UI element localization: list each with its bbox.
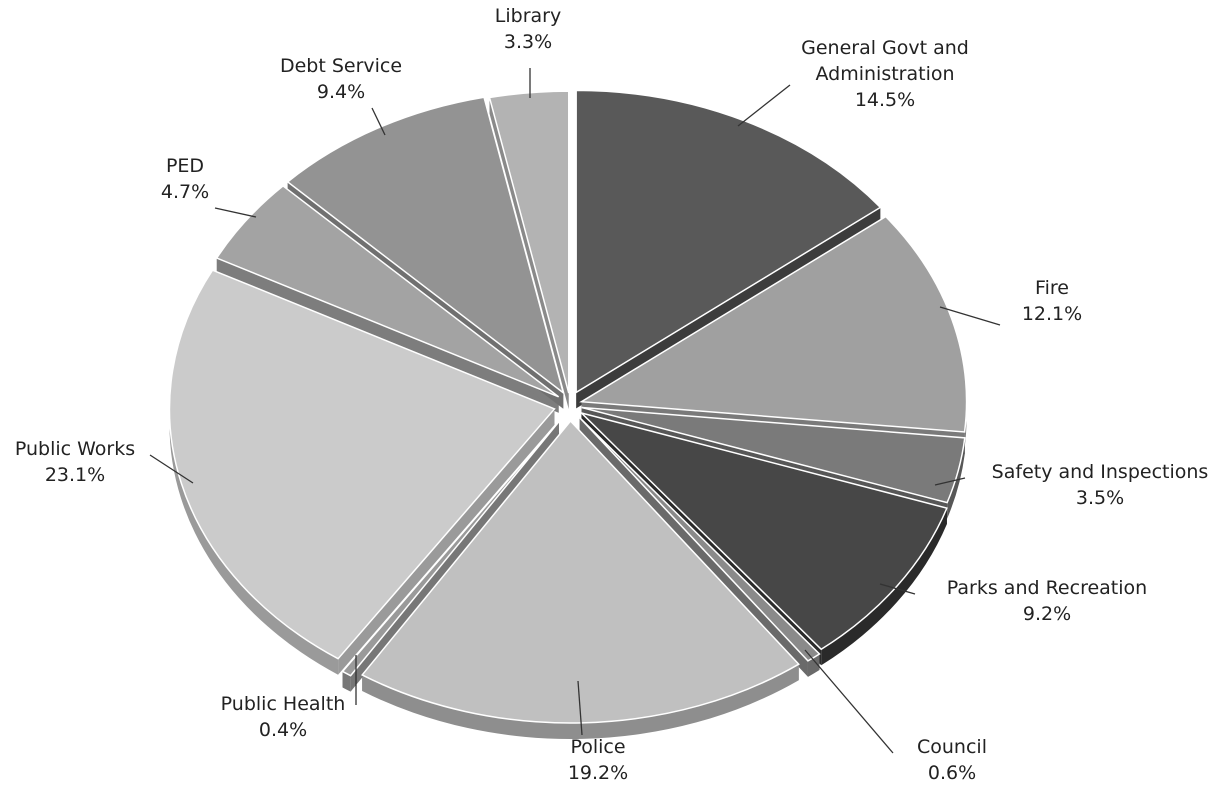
- slice-name-fire: Fire: [1035, 277, 1069, 299]
- slice-side-council-end: [579, 417, 808, 677]
- leader-line-ped: [214, 207, 257, 218]
- slice-value-council: 0.6%: [928, 762, 976, 784]
- slice-side-safety-and-inspections: [947, 437, 965, 519]
- slice-fire: [579, 215, 968, 433]
- leader-line-parks-and-recreation: [879, 583, 916, 595]
- slice-label-public-works: Public Works 23.1%: [15, 438, 135, 486]
- slice-side-public-works: [169, 408, 339, 675]
- slice-name-council: Council: [917, 736, 987, 758]
- slice-side-parks-and-recreation: [821, 508, 947, 666]
- slice-label-fire: Fire 12.1%: [1022, 277, 1082, 325]
- slice-value-public-health: 0.4%: [259, 719, 307, 741]
- slice-public-health: [341, 421, 560, 677]
- slice-side-police: [362, 664, 799, 739]
- leader-line-general-govt-and-administration: [737, 84, 791, 127]
- slice-name-public-health: Public Health: [221, 693, 346, 715]
- slice-ped: [215, 185, 560, 398]
- slice-labels: General Govt and Administration 14.5% Fire 1…: [15, 5, 1208, 784]
- slice-label-safety-and-inspections: Safety and Inspections 3.5%: [992, 461, 1209, 509]
- slice-value-police: 19.2%: [568, 762, 628, 784]
- slice-parks-and-recreation: [578, 411, 948, 651]
- slice-name-general-govt-and-administration: General Govt and: [801, 37, 969, 59]
- slice-value-ped: 4.7%: [161, 181, 209, 203]
- slice-label-ped: PED 4.7%: [161, 155, 209, 203]
- slice-label-parks-and-recreation: Parks and Recreation 9.2%: [947, 577, 1147, 625]
- leader-lines: [149, 68, 1001, 754]
- slice-name-police: Police: [570, 736, 625, 758]
- slice-label-public-health: Public Health 0.4%: [221, 693, 346, 741]
- slice-label-council: Council 0.6%: [917, 736, 987, 784]
- slice-side-library-start: [489, 97, 569, 410]
- slice-value-fire: 12.1%: [1022, 303, 1082, 325]
- slice-side-ped-start: [216, 258, 559, 413]
- slice-name-public-works: Public Works: [15, 438, 135, 460]
- slice-name-library: Library: [495, 5, 561, 27]
- slice-value-safety-and-inspections: 3.5%: [1076, 487, 1124, 509]
- slice-name-parks-and-recreation: Parks and Recreation: [947, 577, 1147, 599]
- slice-name-ped: PED: [166, 155, 204, 177]
- slice-police: [360, 419, 800, 724]
- slice-value-library: 3.3%: [504, 31, 552, 53]
- leader-line-fire: [939, 306, 1001, 326]
- slice-name-safety-and-inspections: Safety and Inspections: [992, 461, 1209, 483]
- pie-top-layer: [168, 89, 968, 724]
- slice-name-debt-service: Debt Service: [280, 55, 402, 77]
- leader-line-public-works: [149, 454, 194, 484]
- slice-value-debt-service: 9.4%: [317, 81, 365, 103]
- slice-public-works: [168, 269, 556, 660]
- leader-line-safety-and-inspections: [934, 477, 966, 486]
- slice-label-police: Police 19.2%: [568, 736, 628, 784]
- slice-label-general-govt-and-administration: General Govt and Administration 14.5%: [801, 37, 969, 111]
- slice-safety-and-inspections: [581, 406, 966, 504]
- leader-line-debt-service: [371, 107, 386, 136]
- slice-name-general-govt-and-administration: Administration: [815, 63, 954, 85]
- leader-line-council: [804, 649, 894, 754]
- slice-general-govt-and-administration: [575, 89, 882, 394]
- slice-value-parks-and-recreation: 9.2%: [1023, 603, 1071, 625]
- slice-library: [488, 90, 570, 394]
- slice-value-general-govt-and-administration: 14.5%: [855, 89, 915, 111]
- slice-council: [579, 417, 821, 662]
- slice-label-library: Library 3.3%: [495, 5, 561, 53]
- slice-value-public-works: 23.1%: [45, 464, 105, 486]
- slice-label-debt-service: Debt Service 9.4%: [280, 55, 402, 103]
- leader-line-police: [577, 680, 583, 736]
- slice-debt-service: [286, 96, 565, 395]
- slice-side-public-works-start: [338, 408, 555, 675]
